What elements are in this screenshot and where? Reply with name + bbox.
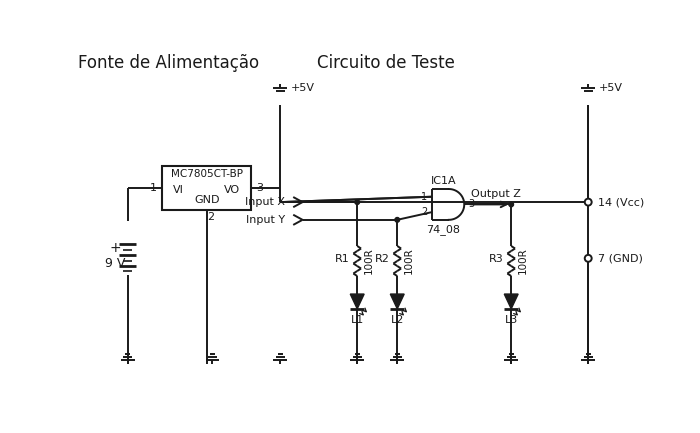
- Text: +5V: +5V: [599, 83, 623, 93]
- Text: 3: 3: [256, 183, 263, 193]
- Text: R1: R1: [335, 255, 349, 265]
- Text: 100R: 100R: [364, 248, 374, 275]
- Text: GND: GND: [194, 195, 219, 205]
- Circle shape: [584, 199, 592, 206]
- Text: 9 V: 9 V: [105, 257, 125, 270]
- Text: 1: 1: [150, 183, 157, 193]
- Text: 74_08: 74_08: [426, 223, 461, 235]
- Text: Circuito de Teste: Circuito de Teste: [317, 54, 454, 72]
- Text: R3: R3: [489, 255, 503, 265]
- Text: 14 (Vcc): 14 (Vcc): [598, 197, 645, 207]
- Text: Fonte de Alimentação: Fonte de Alimentação: [78, 54, 259, 72]
- Text: 3: 3: [468, 200, 474, 210]
- Polygon shape: [350, 294, 364, 309]
- Text: Input Y: Input Y: [246, 215, 285, 225]
- Text: 2: 2: [207, 212, 214, 222]
- Circle shape: [509, 202, 514, 207]
- Text: +: +: [110, 241, 121, 255]
- Text: +5V: +5V: [291, 83, 315, 93]
- Text: L2: L2: [391, 315, 404, 325]
- Text: L3: L3: [505, 315, 518, 325]
- Text: R2: R2: [374, 255, 389, 265]
- Circle shape: [395, 217, 400, 222]
- Text: VI: VI: [173, 185, 184, 195]
- Polygon shape: [504, 294, 518, 309]
- Bar: [162, 166, 251, 210]
- Text: 2: 2: [421, 207, 427, 217]
- Text: 100R: 100R: [518, 248, 528, 275]
- Text: 7 (GND): 7 (GND): [598, 253, 643, 263]
- Text: 1: 1: [421, 192, 427, 202]
- Text: L1: L1: [351, 315, 364, 325]
- Text: 100R: 100R: [404, 248, 414, 275]
- Circle shape: [584, 255, 592, 262]
- Circle shape: [355, 200, 360, 204]
- Text: Input X: Input X: [245, 197, 285, 207]
- Text: IC1A: IC1A: [430, 176, 456, 186]
- Text: MC7805CT-BP: MC7805CT-BP: [171, 168, 243, 179]
- Text: Output Z: Output Z: [471, 189, 521, 200]
- Text: VO: VO: [224, 185, 240, 195]
- Polygon shape: [391, 294, 404, 309]
